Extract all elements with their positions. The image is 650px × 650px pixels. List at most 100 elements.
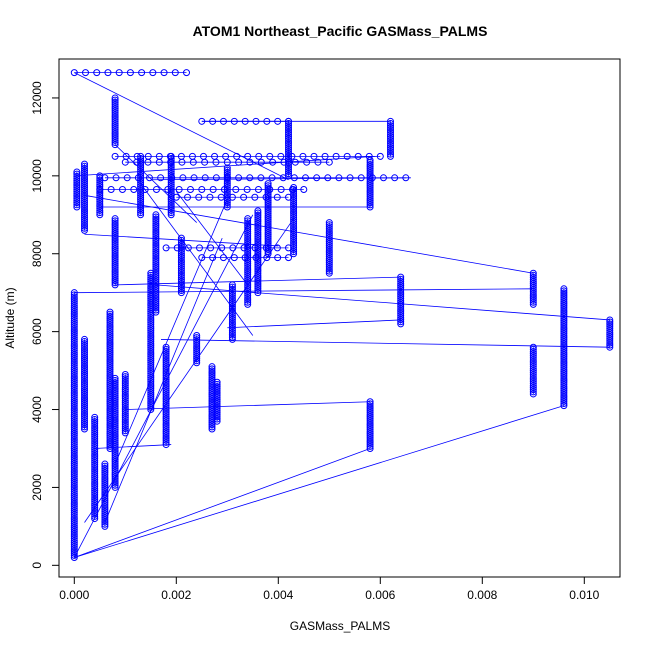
data-point [228, 316, 236, 324]
data-point [223, 168, 231, 176]
data-point [137, 155, 145, 163]
data-point [254, 211, 262, 219]
data-point [285, 139, 292, 147]
data-point [387, 122, 394, 130]
data-point [91, 415, 99, 423]
data-point [263, 117, 271, 125]
data-point [228, 294, 236, 302]
data-point [155, 158, 163, 166]
data-point [73, 203, 81, 211]
y-tick-label: 6000 [30, 318, 44, 345]
data-point [101, 174, 109, 182]
data-point [354, 152, 362, 160]
data-point [177, 249, 185, 257]
data-point [274, 254, 282, 262]
x-tick-label: 0.008 [467, 588, 497, 602]
data-point [387, 124, 394, 132]
data-point [387, 135, 394, 143]
data-point [243, 185, 251, 193]
data-point [73, 172, 81, 180]
data-point [273, 193, 281, 201]
data-point [179, 174, 187, 182]
data-point [529, 343, 537, 351]
data-point [118, 185, 126, 193]
data-point [325, 223, 333, 231]
connector-line [74, 288, 534, 294]
data-point [266, 152, 274, 160]
data-point [152, 213, 160, 221]
plot-frame [58, 58, 621, 578]
data-point [177, 267, 185, 275]
data-point [111, 152, 119, 160]
data-point [228, 322, 236, 330]
data-point [177, 256, 185, 264]
data-point [560, 285, 568, 293]
data-point [257, 174, 265, 182]
data-point [149, 69, 157, 77]
data-point [285, 130, 292, 138]
data-point [157, 174, 165, 182]
data-point [324, 174, 332, 182]
data-point [212, 158, 220, 166]
connector-line [175, 191, 249, 286]
data-point [285, 124, 292, 132]
data-point [606, 318, 614, 326]
data-point [285, 154, 292, 162]
data-point [73, 201, 81, 209]
data-point [366, 156, 374, 164]
data-point [285, 170, 292, 178]
data-point [152, 215, 160, 223]
data-point [387, 126, 394, 134]
data-point [223, 174, 231, 182]
data-point [269, 158, 277, 166]
data-point [81, 162, 88, 170]
data-point [111, 374, 119, 382]
data-point [220, 185, 228, 193]
data-point [357, 174, 365, 182]
data-point [134, 174, 142, 182]
data-point [560, 289, 568, 297]
data-point [387, 150, 394, 158]
chart-title: ATOM1 Northeast_Pacific GASMass_PALMS [193, 23, 488, 39]
data-point [228, 283, 236, 291]
data-point [228, 327, 236, 335]
data-point [198, 254, 206, 262]
x-tick-label: 0.002 [161, 588, 191, 602]
data-point [141, 185, 149, 193]
data-point [285, 137, 292, 145]
data-point [387, 141, 394, 149]
data-point [244, 219, 252, 227]
data-point [285, 135, 292, 143]
data-point [397, 277, 405, 285]
data-point [206, 193, 214, 201]
data-point [302, 174, 309, 182]
data-point [230, 254, 238, 262]
data-point [255, 152, 263, 160]
data-point [198, 117, 206, 125]
data-point [178, 158, 186, 166]
data-point [171, 69, 179, 77]
data-point [193, 332, 201, 340]
data-point [177, 269, 185, 277]
data-point [387, 152, 394, 160]
data-point [228, 320, 236, 328]
data-point [184, 244, 192, 252]
connector-line [114, 199, 228, 465]
data-point [201, 158, 209, 166]
data-point [285, 141, 292, 149]
data-point [177, 287, 185, 295]
data-point [104, 69, 112, 77]
data-point [235, 158, 243, 166]
data-point [228, 311, 236, 319]
data-point [162, 244, 170, 252]
data-point [177, 278, 185, 286]
data-point [228, 309, 236, 317]
data-point [123, 174, 131, 182]
data-point [184, 193, 192, 201]
data-point [263, 254, 271, 262]
data-point [228, 290, 236, 298]
data-point [246, 158, 254, 166]
data-point [251, 244, 259, 252]
data-point [126, 69, 134, 77]
